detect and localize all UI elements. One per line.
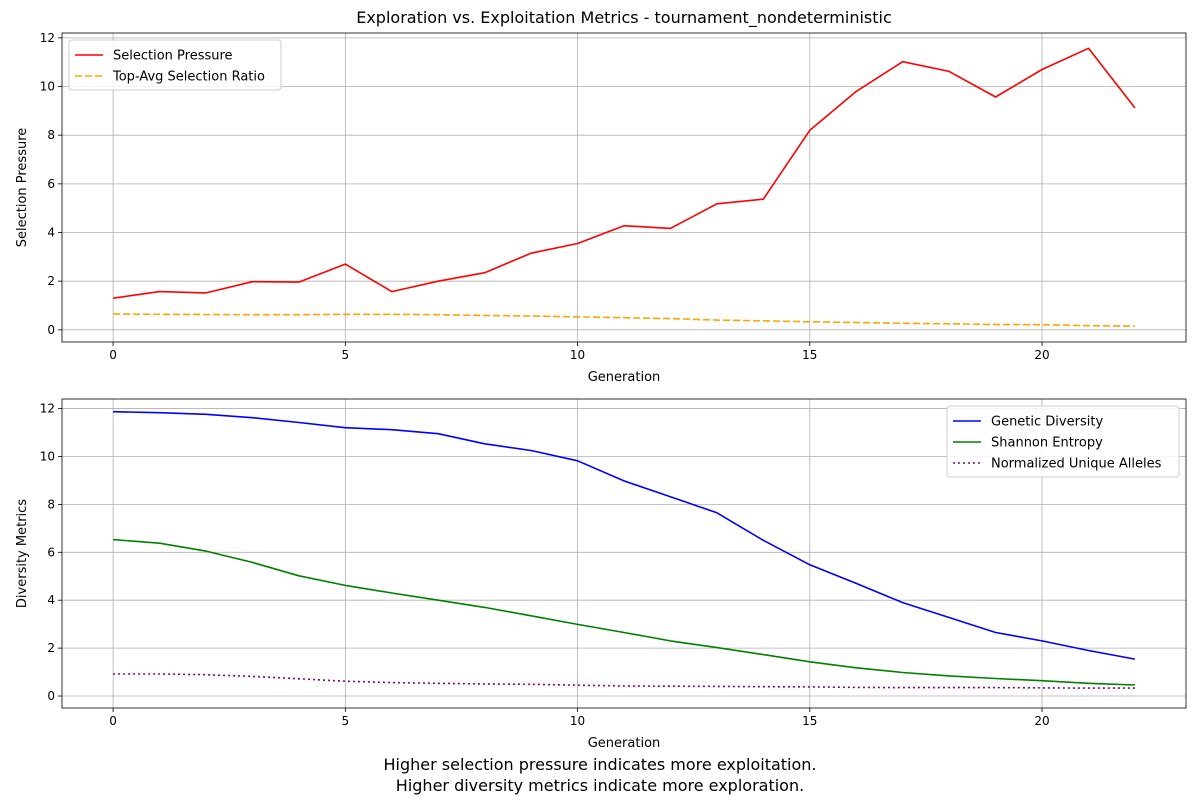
series-line-normalized-unique-alleles xyxy=(113,673,1135,689)
series-line-genetic-diversity xyxy=(113,410,1136,660)
y-tick-label: 8 xyxy=(47,497,55,511)
y-tick-label: 10 xyxy=(40,80,55,94)
legend-entry: Genetic Diversity xyxy=(991,415,1103,430)
x-tick-label: 10 xyxy=(570,348,585,362)
x-tick-label: 15 xyxy=(802,348,817,362)
legend-entry: Selection Pressure xyxy=(113,49,233,64)
x-tick-label: 20 xyxy=(1034,348,1049,362)
x-tick-label: 10 xyxy=(570,714,585,728)
legend-entry: Top-Avg Selection Ratio xyxy=(112,70,265,85)
legend-entry: Shannon Entropy xyxy=(991,436,1103,451)
diversity-metrics-panel: 0 5 10 15 20 0 2 4 6 8 10 12 Generation Diversity Met… xyxy=(15,398,1187,751)
x-tick-label: 5 xyxy=(342,714,350,728)
x-tick-label: 15 xyxy=(802,714,817,728)
y-tick-label: 4 xyxy=(47,593,55,607)
y-tick-label: 12 xyxy=(40,402,55,416)
legend-box xyxy=(68,39,282,91)
y-tick-label: 12 xyxy=(40,31,55,45)
x-tick-label: 5 xyxy=(342,348,350,362)
y-tick-label: 2 xyxy=(47,641,55,655)
y-tick-label: 2 xyxy=(47,274,55,288)
legend: Genetic Diversity Shannon Entropy Normaliz… xyxy=(946,405,1180,478)
legend: Selection Pressure Top-Avg Selection Rati… xyxy=(68,39,282,91)
x-axis-label: Generation xyxy=(588,370,661,385)
plot-frame xyxy=(61,32,1187,343)
y-axis-label: Selection Pressure xyxy=(15,128,30,248)
series-line-selection-pressure xyxy=(112,47,1136,299)
y-tick-label: 6 xyxy=(47,177,55,191)
x-tick-label: 0 xyxy=(109,714,117,728)
legend-box xyxy=(946,405,1180,478)
legend-entry: Normalized Unique Alleles xyxy=(991,457,1162,472)
caption-line-2: Higher diversity metrics indicate more e… xyxy=(395,776,805,795)
y-tick-label: 0 xyxy=(47,323,55,337)
caption-line-1: Higher selection pressure indicates more… xyxy=(383,755,817,774)
chart-title: Exploration vs. Exploitation Metrics - t… xyxy=(356,8,892,28)
y-tick-label: 8 xyxy=(47,128,55,142)
y-tick-label: 10 xyxy=(40,449,55,463)
x-tick-label: 0 xyxy=(109,348,117,362)
y-tick-label: 6 xyxy=(47,545,55,559)
x-axis-label: Generation xyxy=(588,736,661,751)
series-line-shannon-entropy xyxy=(113,538,1135,686)
y-tick-label: 4 xyxy=(47,226,55,240)
y-axis-label: Diversity Metrics xyxy=(15,499,30,608)
y-tick-label: 0 xyxy=(47,689,55,703)
x-tick-label: 20 xyxy=(1034,714,1049,728)
plot-frame xyxy=(61,398,1187,709)
series-line-top-avg-selection-ratio xyxy=(113,313,1135,327)
selection-pressure-panel: 0 5 10 15 20 0 2 4 6 8 10 12 Generation Selection Pre… xyxy=(15,8,1187,385)
